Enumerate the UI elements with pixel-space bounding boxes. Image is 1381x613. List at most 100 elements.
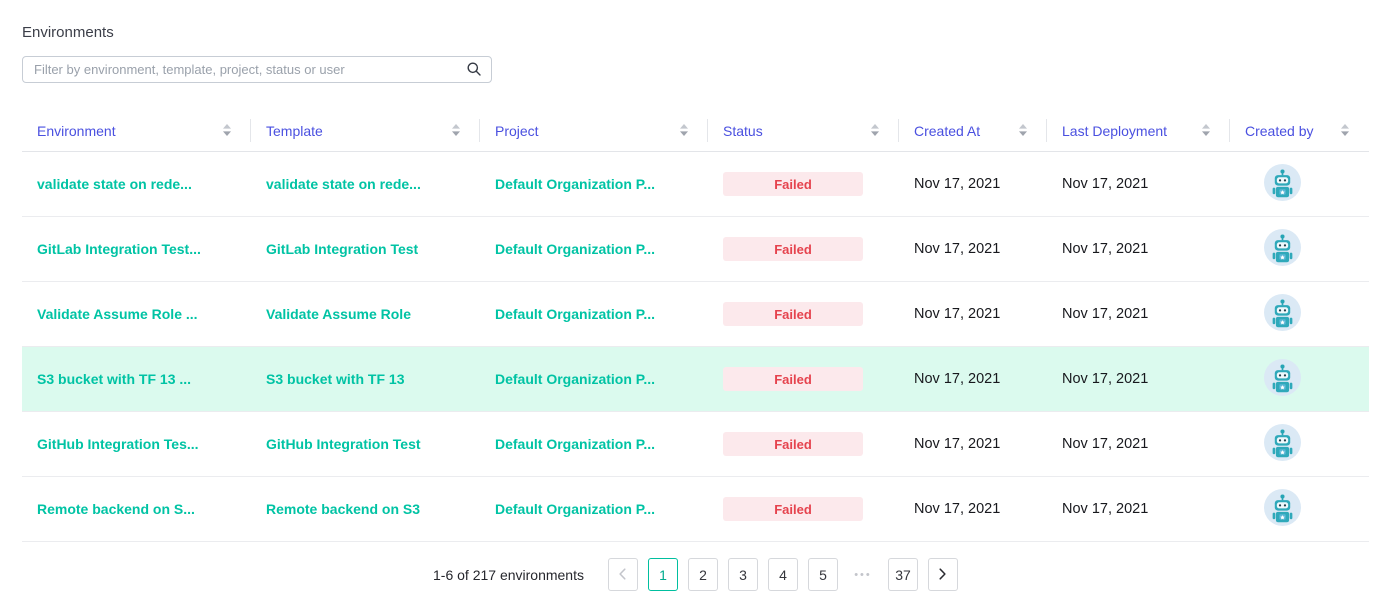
environments-table: Environment Template Project Status (22, 110, 1369, 542)
table-row[interactable]: validate state on rede... validate state… (22, 152, 1369, 217)
environment-link[interactable]: S3 bucket with TF 13 ... (37, 371, 192, 387)
page-button-4[interactable]: 4 (767, 558, 798, 591)
status-cell: Failed (708, 282, 899, 346)
created-at-value: Nov 17, 2021 (914, 501, 1001, 517)
page-button-3[interactable]: 3 (727, 558, 758, 591)
status-badge: Failed (723, 172, 863, 196)
last-deployment-value: Nov 17, 2021 (1062, 306, 1149, 322)
status-badge: Failed (723, 367, 863, 391)
table-header-row: Environment Template Project Status (22, 110, 1369, 152)
column-header-label: Created At (914, 122, 981, 139)
project-link[interactable]: Default Organization P... (495, 306, 655, 322)
sort-arrows-icon (223, 123, 231, 139)
column-header-label: Created by (1245, 122, 1314, 139)
column-header-label: Status (723, 122, 763, 139)
robot-avatar (1264, 294, 1301, 334)
prev-page-button[interactable] (607, 558, 638, 591)
sort-arrows-icon (871, 123, 879, 139)
project-link[interactable]: Default Organization P... (495, 176, 655, 192)
table-row[interactable]: Remote backend on S... Remote backend on… (22, 477, 1369, 542)
page-button-5[interactable]: 5 (807, 558, 838, 591)
template-link[interactable]: GitLab Integration Test (266, 241, 419, 257)
search-icon[interactable] (466, 61, 482, 82)
environment-link[interactable]: Validate Assume Role ... (37, 306, 198, 322)
column-header-label: Project (495, 122, 539, 139)
environments-page: Environments Environment Template (22, 24, 1369, 591)
created-by-cell (1230, 477, 1369, 541)
status-cell: Failed (708, 412, 899, 476)
column-header-label: Environment (37, 122, 116, 139)
column-header-label: Template (266, 122, 323, 139)
sort-arrows-icon (1019, 123, 1027, 139)
sort-arrows-icon (680, 123, 688, 139)
table-row[interactable]: Validate Assume Role ... Validate Assume… (22, 282, 1369, 347)
robot-avatar (1264, 424, 1301, 464)
page-button-1[interactable]: 1 (647, 558, 678, 591)
status-badge: Failed (723, 302, 863, 326)
page-title: Environments (22, 24, 114, 41)
sort-arrows-icon (1202, 123, 1210, 139)
project-link[interactable]: Default Organization P... (495, 436, 655, 452)
table-body: validate state on rede... validate state… (22, 152, 1369, 542)
column-header-last-deployment[interactable]: Last Deployment (1047, 110, 1230, 151)
created-at-value: Nov 17, 2021 (914, 371, 1001, 387)
table-row[interactable]: GitLab Integration Test... GitLab Integr… (22, 217, 1369, 282)
column-header-label: Last Deployment (1062, 122, 1168, 139)
column-header-template[interactable]: Template (251, 110, 480, 151)
chevron-right-icon (938, 567, 947, 583)
robot-avatar (1264, 164, 1301, 204)
column-header-created-by[interactable]: Created by (1230, 110, 1369, 151)
template-link[interactable]: Validate Assume Role (266, 306, 411, 322)
search-input[interactable] (22, 56, 492, 83)
status-cell: Failed (708, 152, 899, 216)
project-link[interactable]: Default Organization P... (495, 371, 655, 387)
created-by-cell (1230, 217, 1369, 281)
last-deployment-value: Nov 17, 2021 (1062, 241, 1149, 257)
last-deployment-value: Nov 17, 2021 (1062, 436, 1149, 452)
chevron-left-icon (618, 567, 627, 583)
created-by-cell (1230, 152, 1369, 216)
pagination: 1-6 of 217 environments 1 2 3 4 5 ••• 37 (22, 558, 1369, 591)
created-at-value: Nov 17, 2021 (914, 241, 1001, 257)
column-header-created-at[interactable]: Created At (899, 110, 1047, 151)
project-link[interactable]: Default Organization P... (495, 501, 655, 517)
status-badge: Failed (723, 497, 863, 521)
created-by-cell (1230, 412, 1369, 476)
environment-link[interactable]: GitHub Integration Tes... (37, 436, 199, 452)
last-deployment-value: Nov 17, 2021 (1062, 371, 1149, 387)
robot-avatar (1264, 229, 1301, 269)
pagination-ellipsis: ••• (848, 558, 878, 591)
environment-link[interactable]: validate state on rede... (37, 176, 192, 192)
created-at-value: Nov 17, 2021 (914, 436, 1001, 452)
search-bar (22, 56, 492, 83)
robot-avatar (1264, 359, 1301, 399)
last-deployment-value: Nov 17, 2021 (1062, 176, 1149, 192)
robot-avatar (1264, 489, 1301, 529)
environment-link[interactable]: GitLab Integration Test... (37, 241, 201, 257)
page-button-2[interactable]: 2 (687, 558, 718, 591)
next-page-button[interactable] (927, 558, 958, 591)
pagination-summary: 1-6 of 217 environments (433, 566, 584, 583)
template-link[interactable]: Remote backend on S3 (266, 501, 421, 517)
status-badge: Failed (723, 237, 863, 261)
created-by-cell (1230, 347, 1369, 411)
status-cell: Failed (708, 217, 899, 281)
created-at-value: Nov 17, 2021 (914, 306, 1001, 322)
sort-arrows-icon (1341, 123, 1349, 139)
environment-link[interactable]: Remote backend on S... (37, 501, 195, 517)
template-link[interactable]: S3 bucket with TF 13 (266, 371, 405, 387)
table-row[interactable]: S3 bucket with TF 13 ... S3 bucket with … (22, 347, 1369, 412)
column-header-environment[interactable]: Environment (22, 110, 251, 151)
template-link[interactable]: validate state on rede... (266, 176, 421, 192)
last-deployment-value: Nov 17, 2021 (1062, 501, 1149, 517)
column-header-status[interactable]: Status (708, 110, 899, 151)
created-at-value: Nov 17, 2021 (914, 176, 1001, 192)
status-badge: Failed (723, 432, 863, 456)
project-link[interactable]: Default Organization P... (495, 241, 655, 257)
status-cell: Failed (708, 347, 899, 411)
page-button-37[interactable]: 37 (887, 558, 918, 591)
table-row[interactable]: GitHub Integration Tes... GitHub Integra… (22, 412, 1369, 477)
sort-arrows-icon (452, 123, 460, 139)
template-link[interactable]: GitHub Integration Test (266, 436, 421, 452)
column-header-project[interactable]: Project (480, 110, 708, 151)
